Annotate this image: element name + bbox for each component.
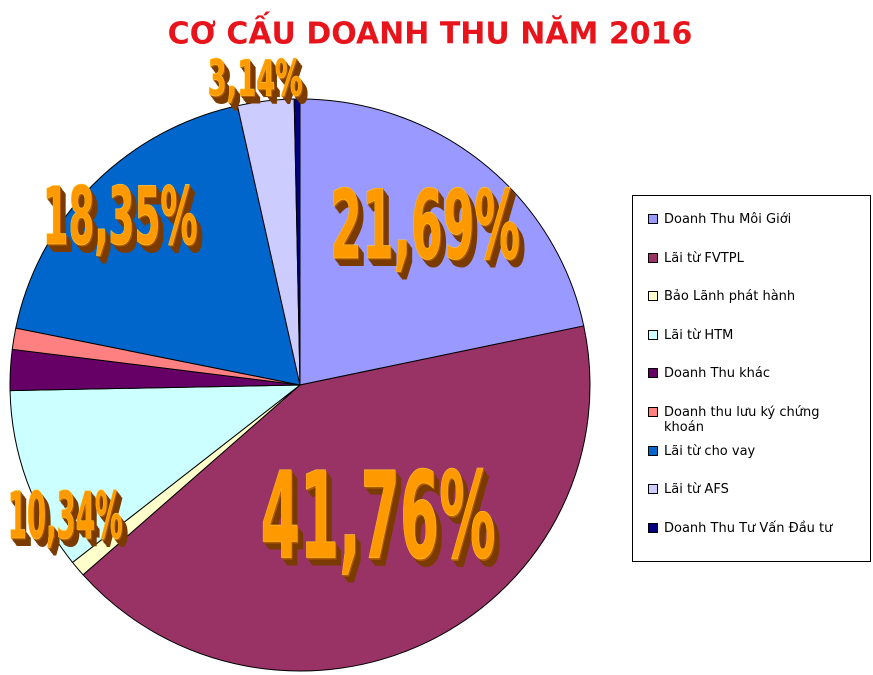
data-label-shadow: 18,35% — [46, 174, 201, 267]
data-label-shadow: 3,14% — [212, 56, 307, 114]
data-label-shadow: 10,34% — [13, 486, 128, 561]
legend-item: Doanh Thu khác — [648, 366, 848, 381]
legend: Doanh Thu Môi Giới Lãi từ FVTPL Bảo Lãnh p… — [632, 195, 871, 562]
legend-item: Lãi từ HTM — [648, 328, 848, 343]
pie-slice — [15, 105, 301, 386]
data-label-shadow: 10,34% — [8, 480, 123, 555]
data-label-shadow: 18,35% — [43, 171, 198, 264]
legend-swatch — [648, 252, 658, 263]
data-label-shadow: 18,35% — [47, 176, 202, 269]
data-label-shadow: 10,34% — [11, 483, 126, 558]
legend-label: Lãi từ AFS — [664, 482, 729, 498]
legend-label: Bảo Lãnh phát hành — [664, 289, 796, 305]
legend-label: Lãi từ FVTPL — [664, 250, 744, 266]
legend-swatch — [648, 214, 658, 224]
data-label-shadow: 3,14% — [211, 54, 306, 112]
legend-label: Doanh Thu khác — [664, 366, 770, 382]
data-label-shadow: 3,14% — [212, 55, 307, 113]
chart-title: CƠ CẤU DOANH THU NĂM 2016 — [168, 11, 693, 52]
data-label-shadow: 41,76% — [261, 449, 496, 588]
data-label-shadow: 21,69% — [332, 174, 522, 284]
data-label-shadow: 21,69% — [333, 175, 523, 285]
legend-item: Lãi từ cho vay — [648, 444, 848, 459]
pie-slice — [82, 325, 591, 672]
data-label-shadow: 41,76% — [266, 455, 501, 594]
data-label: 18,35% — [43, 170, 198, 263]
data-label-shadow: 41,76% — [265, 453, 500, 592]
data-label-shadow: 10,34% — [14, 487, 129, 562]
slices — [9, 98, 591, 672]
data-label-shadow: 41,76% — [264, 453, 499, 592]
legend-item: Bảo Lãnh phát hành — [648, 289, 848, 304]
data-label-shadow: 21,69% — [335, 177, 525, 287]
data-label-shadow: 3,14% — [213, 57, 308, 115]
pie-slice — [293, 98, 301, 386]
legend-swatch — [648, 484, 658, 495]
data-label: 41,76% — [261, 448, 496, 587]
data-label-shadow: 10,34% — [12, 485, 127, 560]
legend-swatch — [648, 407, 658, 417]
data-label-shadow: 21,69% — [336, 179, 526, 289]
data-label-shadow: 10,34% — [9, 481, 124, 556]
data-label-shadow: 41,76% — [263, 451, 498, 590]
data-label-shadow: 3,14% — [211, 54, 306, 112]
legend-item: Lãi từ FVTPL — [648, 251, 848, 266]
data-label-shadow: 21,69% — [331, 172, 521, 282]
data-label-shadow: 21,69% — [332, 173, 522, 283]
data-label-shadow: 18,35% — [48, 177, 203, 270]
data-label-shadow: 18,35% — [46, 175, 201, 268]
legend-item: Lãi từ AFS — [648, 482, 848, 497]
legend-swatch — [648, 445, 658, 456]
data-label-shadow: 3,14% — [210, 53, 305, 111]
legend-item: Doanh thu lưu ký chứng khoán — [648, 405, 848, 435]
data-label-shadow: 3,14% — [209, 52, 304, 110]
data-label: 21,69% — [330, 171, 520, 281]
data-label-shadow: 10,34% — [12, 485, 127, 560]
data-label-shadow: 21,69% — [331, 172, 521, 282]
data-label-shadow: 21,69% — [334, 176, 524, 286]
legend-item: Doanh Thu Môi Giới — [648, 212, 848, 227]
data-label: 3,14% — [208, 50, 303, 108]
data-label-shadow: 41,76% — [265, 454, 500, 593]
legend-label: Doanh Thu Tư Vấn Đầu tư — [664, 520, 833, 536]
data-label-shadow: 10,34% — [11, 484, 126, 559]
data-label-shadow: 41,76% — [267, 456, 502, 595]
data-label-shadow: 18,35% — [45, 173, 200, 266]
data-label: 10,34% — [8, 479, 123, 554]
legend-swatch — [648, 291, 658, 302]
data-label-shadow: 18,35% — [49, 178, 204, 271]
data-label-shadow: 3,14% — [208, 50, 303, 108]
legend-swatch — [648, 368, 658, 379]
data-label-shadow: 10,34% — [9, 481, 124, 556]
data-label-shadow: 10,34% — [10, 482, 125, 557]
data-label-shadow: 3,14% — [214, 58, 309, 116]
data-label-shadow: 3,14% — [209, 51, 304, 109]
data-label-shadow: 18,35% — [47, 176, 202, 269]
pie-slice — [9, 384, 302, 564]
data-label-shadow: 18,35% — [44, 172, 199, 265]
legend-swatch — [648, 522, 658, 533]
legend-label: Lãi từ HTM — [664, 327, 734, 343]
pie-slice — [299, 98, 585, 386]
data-label-shadow: 41,76% — [264, 452, 499, 591]
data-label-shadow: 21,69% — [334, 176, 524, 286]
data-label-shadow: 41,76% — [262, 449, 497, 588]
data-label-shadow: 18,35% — [44, 172, 199, 265]
legend-label: Lãi từ cho vay — [664, 443, 756, 459]
legend-label: Doanh thu lưu ký chứng khoán — [664, 405, 820, 435]
data-label-shadow: 41,76% — [262, 450, 497, 589]
legend-label: Doanh Thu Môi Giới — [664, 212, 792, 227]
data-label-shadow: 21,69% — [335, 178, 525, 288]
legend-item: Doanh Thu Tư Vấn Đầu tư — [648, 521, 848, 536]
legend-swatch — [648, 329, 658, 340]
